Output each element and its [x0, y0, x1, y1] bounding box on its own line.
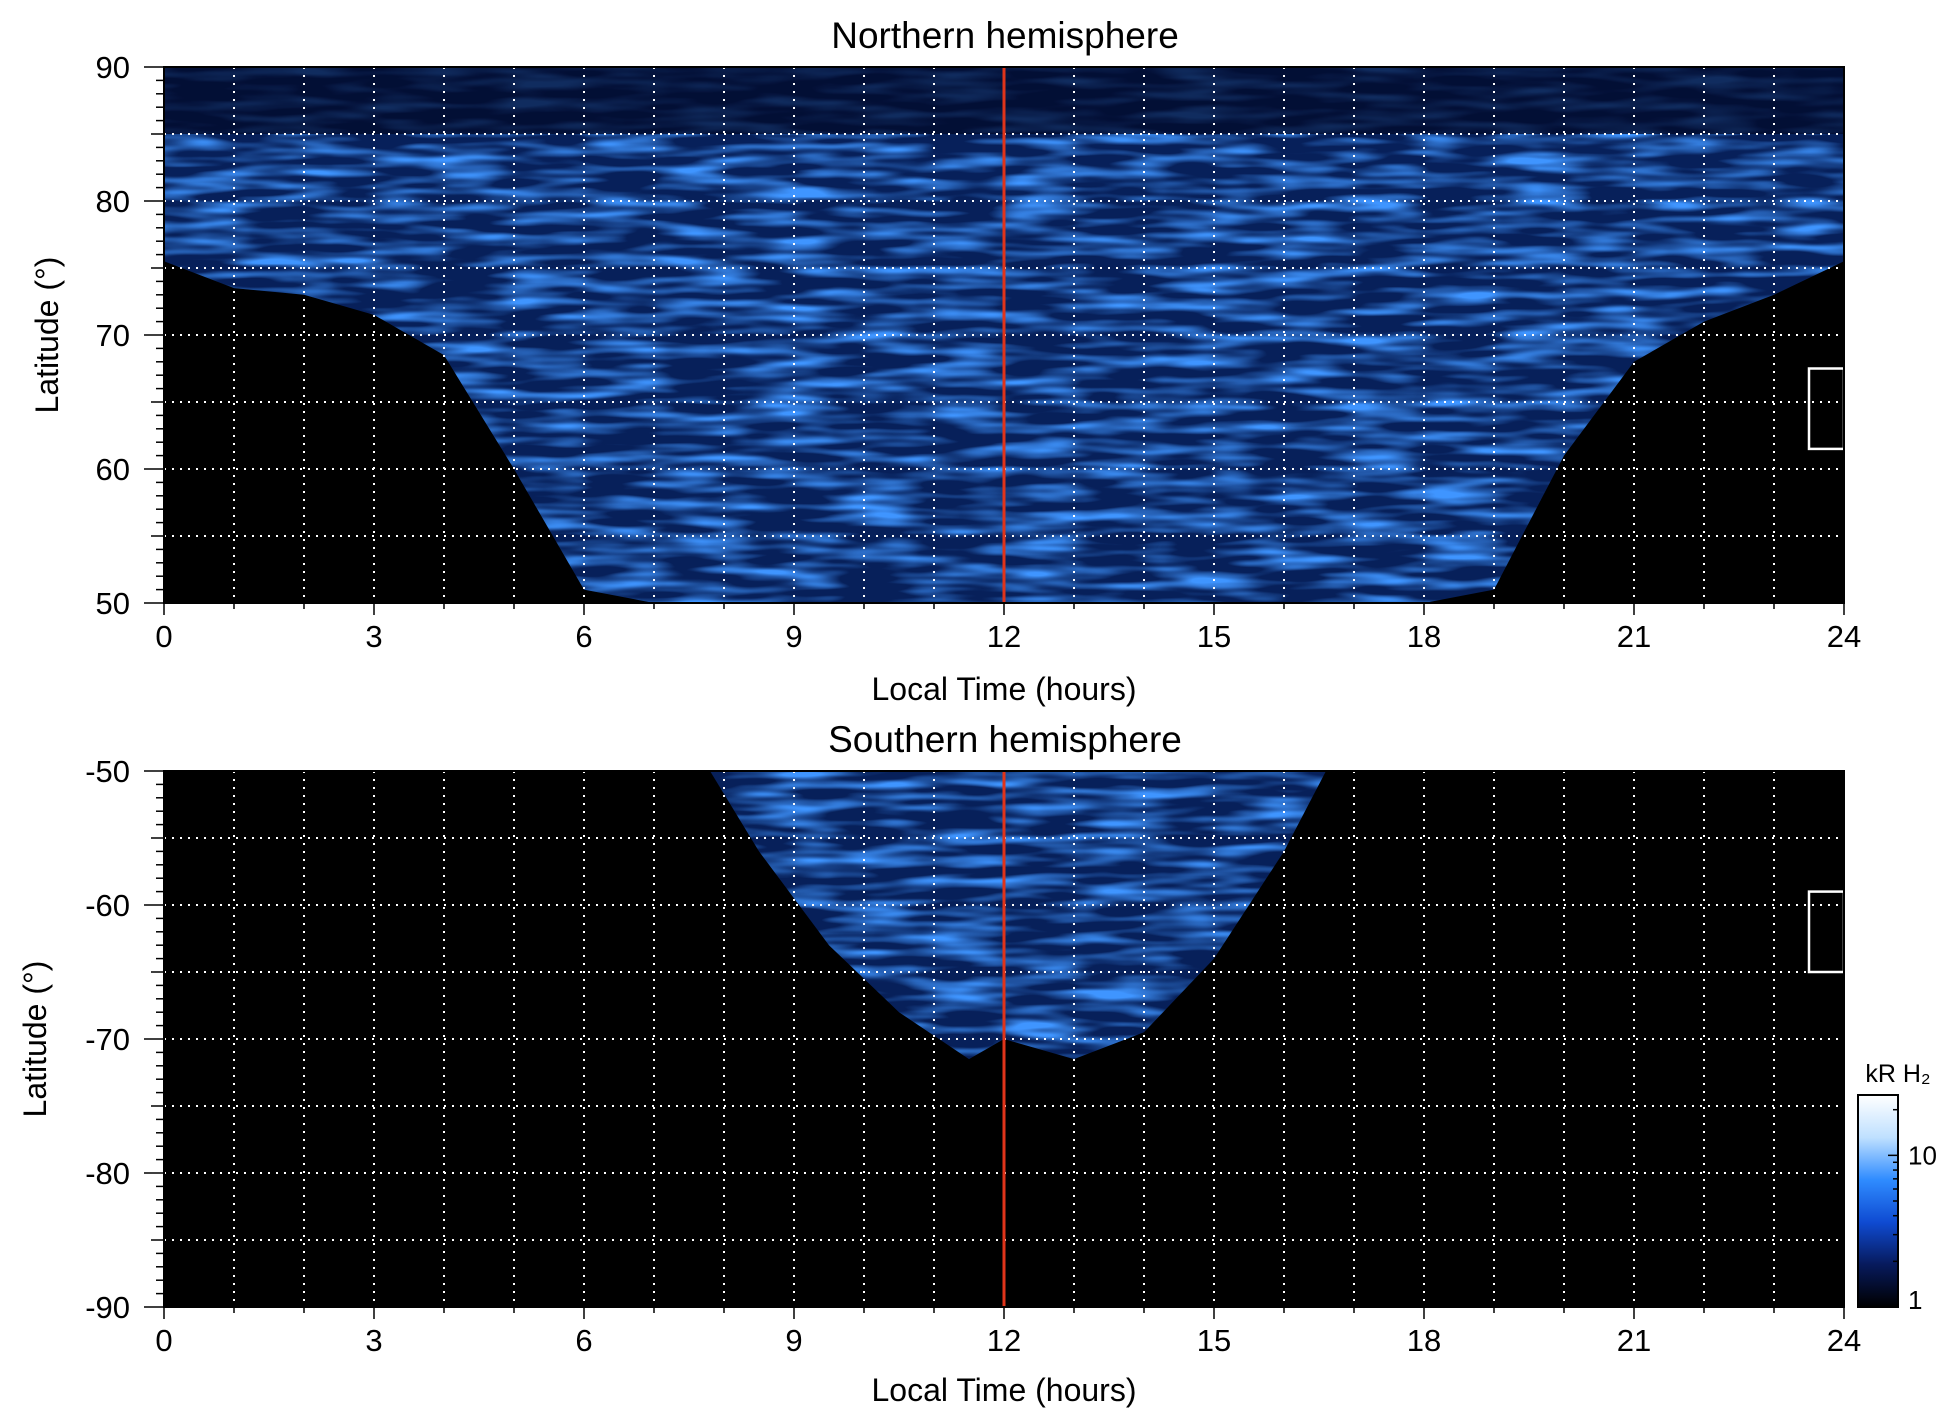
northern-x-ticks: 0 3 6 9 12 15 18 21 24 — [155, 603, 1861, 654]
y-tick-label: -70 — [85, 1022, 130, 1057]
x-tick-label: 6 — [575, 619, 592, 654]
southern-title: Southern hemisphere — [828, 719, 1182, 760]
x-tick-label: 0 — [155, 1323, 172, 1358]
colorbar: kR H₂ 1 10 — [1857, 1060, 1937, 1315]
colorbar-tick-label: 1 — [1908, 1285, 1922, 1315]
y-tick-label: 70 — [96, 318, 130, 353]
x-tick-label: 24 — [1827, 1323, 1861, 1358]
southern-x-ticks: 0 3 6 9 12 15 18 21 24 — [155, 1307, 1861, 1358]
northern-ylabel: Latitude (°) — [29, 257, 65, 414]
x-tick-label: 15 — [1197, 619, 1231, 654]
x-tick-label: 9 — [785, 619, 802, 654]
northern-xlabel: Local Time (hours) — [872, 671, 1137, 707]
x-tick-label: 24 — [1827, 619, 1861, 654]
x-tick-label: 18 — [1407, 1323, 1441, 1358]
y-tick-label: 50 — [96, 586, 130, 621]
y-tick-label: -50 — [85, 754, 130, 789]
x-tick-label: 21 — [1617, 619, 1651, 654]
northern-title: Northern hemisphere — [831, 15, 1179, 56]
colorbar-tick-label: 10 — [1908, 1140, 1937, 1170]
y-tick-label: 60 — [96, 452, 130, 487]
x-tick-label: 21 — [1617, 1323, 1651, 1358]
southern-ylabel: Latitude (°) — [17, 961, 53, 1118]
southern-y-ticks: -90 -80 -70 -60 -50 — [85, 754, 164, 1325]
southern-panel: Southern hemisphere 0 3 6 9 12 15 18 21 24 -90 -8… — [17, 719, 1861, 1408]
x-tick-label: 6 — [575, 1323, 592, 1358]
x-tick-label: 0 — [155, 619, 172, 654]
y-tick-label: -80 — [85, 1156, 130, 1191]
southern-xlabel: Local Time (hours) — [872, 1372, 1137, 1408]
x-tick-label: 15 — [1197, 1323, 1231, 1358]
y-tick-label: 80 — [96, 184, 130, 219]
x-tick-label: 9 — [785, 1323, 802, 1358]
y-tick-label: -90 — [85, 1290, 130, 1325]
colorbar-gradient — [1857, 1094, 1899, 1308]
colorbar-label: kR H₂ — [1865, 1060, 1930, 1088]
y-tick-label: 90 — [96, 50, 130, 85]
x-tick-label: 12 — [987, 619, 1021, 654]
x-tick-label: 3 — [365, 619, 382, 654]
northern-panel: Northern hemisphere 0 3 6 9 12 15 18 21 24 50 60 7… — [29, 15, 1861, 707]
x-tick-label: 3 — [365, 1323, 382, 1358]
x-tick-label: 12 — [987, 1323, 1021, 1358]
y-tick-label: -60 — [85, 888, 130, 923]
x-tick-label: 18 — [1407, 619, 1441, 654]
northern-y-ticks: 50 60 70 80 90 — [96, 50, 164, 621]
colorbar-ticks: 1 10 — [1888, 1108, 1937, 1315]
